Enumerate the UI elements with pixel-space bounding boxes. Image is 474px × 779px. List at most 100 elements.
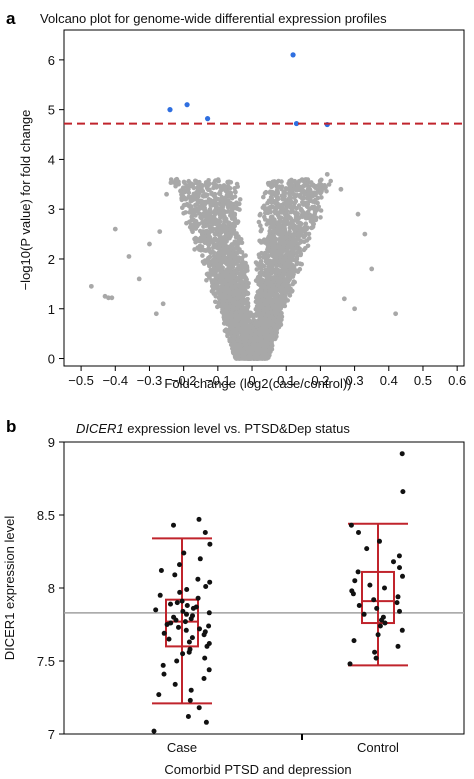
box-data-point [361,611,367,617]
volcano-cloud-dot [232,330,238,335]
volcano-cloud-dot [234,321,239,327]
volcano-cloud-dot [279,232,285,237]
volcano-cloud-dot [304,238,310,243]
box-data-point [180,608,186,614]
box-data-point [168,620,174,626]
volcano-cloud-dot [300,214,305,219]
volcano-cloud-dot [193,208,199,214]
volcano-cloud-dot [281,247,286,253]
box-data-point [356,530,361,535]
volcano-point [126,254,132,259]
box-x-label: Comorbid PTSD and depression [164,762,351,777]
volcano-cloud-dot [215,177,221,182]
volcano-cloud-dot [217,262,222,268]
volcano-cloud-dot [217,183,223,189]
volcano-cloud-dot [323,184,328,190]
volcano-cloud-dot [313,217,319,223]
volcano-cloud-dot [299,232,305,237]
volcano-y-label: −log10(P value) for fold change [18,110,33,291]
volcano-cloud-dot [312,208,318,213]
volcano-cloud-dot [213,208,218,213]
volcano-cloud-dot [235,337,240,343]
volcano-cloud-dot [237,197,243,202]
volcano-cloud-dot [244,302,250,307]
box-data-point [206,641,212,646]
volcano-cloud-dot [283,268,289,273]
volcano-cloud-dot [266,253,271,259]
volcano-cloud-dot [289,177,294,183]
box-data-point [166,636,172,642]
volcano-cloud-dot [220,279,225,285]
box-data-point [181,550,187,556]
box-data-point [202,530,208,535]
volcano-cloud-dot [243,275,249,281]
volcano-cloud-dot [220,304,225,310]
volcano-cloud-dot [324,189,329,194]
significant-point [293,120,300,127]
volcano-cloud-dot [281,189,286,195]
volcano-cloud-dot [291,267,296,273]
volcano-cloud-dot [265,333,270,338]
box-data-point [377,623,383,629]
volcano-cloud-dot [227,235,232,241]
box-points [151,451,406,734]
volcano-cloud-dot [224,245,229,250]
volcano-cloud-dot [256,219,262,225]
volcano-cloud-dot [229,317,235,323]
volcano-cloud-dot [283,186,289,191]
box-data-point [380,614,386,620]
box-data-point [382,620,388,626]
volcano-cloud-dot [270,284,276,290]
box-title: DICER1 expression level vs. PTSD&Dep sta… [76,421,350,436]
volcano-cloud-dot [293,198,299,204]
volcano-cloud-dot [312,200,318,205]
volcano-cloud-dot [258,335,264,341]
volcano-point [136,276,142,282]
volcano-cloud-dot [239,298,245,304]
volcano-cloud-dot [217,253,222,258]
volcano-cloud-dot [280,208,285,213]
volcano-cloud-dot [288,262,293,268]
volcano-cloud-dot [234,289,239,294]
volcano-cloud-dot [218,197,224,203]
volcano-cloud-dot [232,239,237,244]
volcano-cloud-dot [301,189,307,195]
box-data-point [177,589,183,595]
volcano-cloud-dot [271,248,277,254]
volcano-cloud-dot [236,294,242,300]
volcano-cloud-dot [308,216,313,221]
volcano-x-tick-label: −0.4 [102,373,128,388]
box-data-point [367,582,373,588]
volcano-cloud-dot [207,217,213,223]
significant-point [290,52,296,58]
box-data-point [203,719,209,725]
volcano-cloud-dot [207,207,212,213]
volcano-cloud-dot [296,216,301,222]
box-data-point [158,568,164,573]
box-data-point [177,562,182,568]
volcano-cloud-dot [232,205,237,211]
volcano-cloud-dot [245,284,251,290]
volcano-cloud-dot [265,245,271,251]
volcano-cloud-dot [212,191,218,197]
volcano-cloud-dot [226,258,231,264]
volcano-point [157,229,163,235]
volcano-cloud-dot [239,335,244,341]
volcano-cloud-dot [186,190,192,196]
volcano-cloud-dot [208,250,214,256]
box-data-point [355,569,361,575]
volcano-cloud-dot [261,194,266,200]
volcano-cloud-dot [290,274,296,279]
volcano-cloud-dot [305,192,310,198]
volcano-cloud-dot [214,185,219,190]
volcano-point [174,176,180,182]
volcano-cloud-dot [183,210,188,215]
volcano-cloud-dot [196,194,201,199]
volcano-cloud-dot [273,267,279,272]
volcano-cloud-dot [286,277,292,283]
volcano-cloud-dot [196,190,201,195]
volcano-cloud-dot [184,183,189,188]
box-data-point [364,546,370,552]
volcano-cloud-dot [183,202,188,208]
volcano-cloud-dot [288,199,293,205]
